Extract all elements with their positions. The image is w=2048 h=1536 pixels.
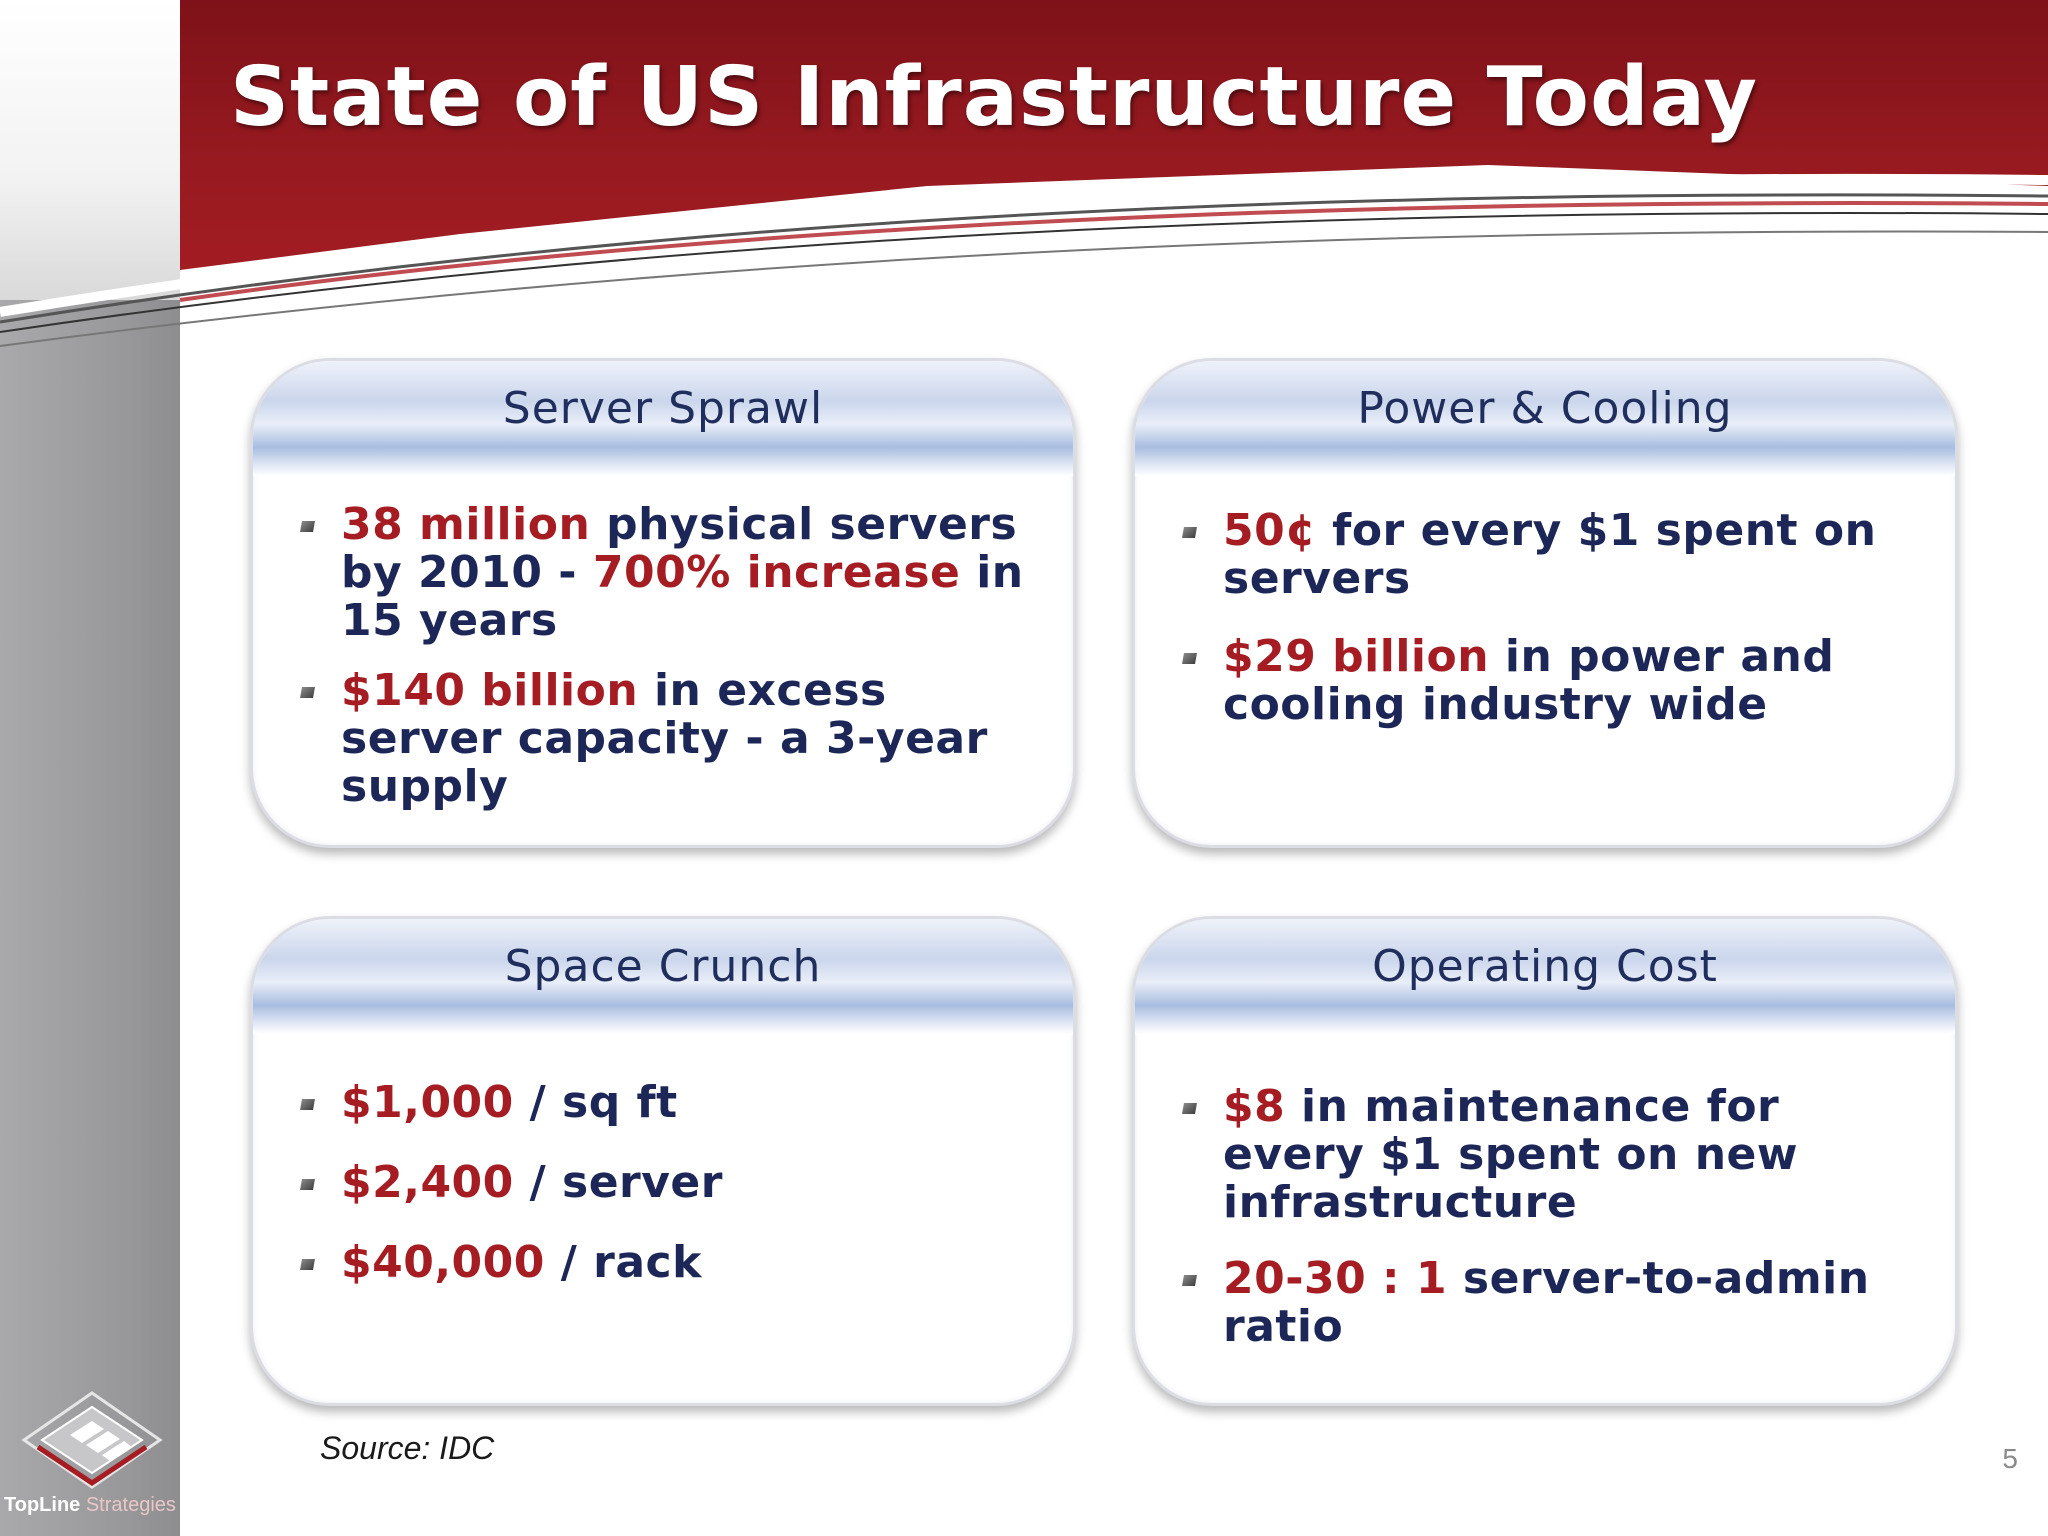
card-operating-cost: Operating Cost $8 in maintenance for eve… xyxy=(1132,916,1958,1406)
bullet-icon xyxy=(300,687,315,698)
highlight-text: $140 billion xyxy=(341,665,639,716)
card-power-cooling: Power & Cooling 50¢ for every $1 spent o… xyxy=(1132,358,1958,848)
bullet-list: 38 million physical servers by 2010 - 70… xyxy=(300,499,1043,812)
bullet-icon xyxy=(300,521,315,532)
body-text: / server xyxy=(513,1157,723,1208)
card-title: Space Crunch xyxy=(504,941,822,992)
logo-wordmark: TopLine Strategies xyxy=(4,1494,176,1517)
bullet-list: 50¢ for every $1 spent on servers $29 bi… xyxy=(1182,505,1925,730)
body-text: in power and cooling industry wide xyxy=(1223,631,1835,730)
highlight-text: 50¢ xyxy=(1223,505,1317,556)
list-item: $2,400 / server xyxy=(300,1157,1043,1208)
body-text: in 15 years xyxy=(341,547,1024,646)
list-item: $29 billion in power and cooling industr… xyxy=(1182,631,1925,730)
highlight-text: $1,000 xyxy=(341,1077,514,1128)
logo-wordmark-bold: TopLine xyxy=(4,1494,81,1516)
card-title: Power & Cooling xyxy=(1357,383,1733,434)
list-item: $1,000 / sq ft xyxy=(300,1077,1043,1128)
body-text: physical servers by 2010 - xyxy=(341,499,1018,598)
body-text: in maintenance for every $1 spent on new… xyxy=(1223,1081,1799,1228)
card-title: Server Sprawl xyxy=(502,383,824,434)
highlight-text: $8 xyxy=(1223,1081,1286,1132)
source-citation: Source: IDC xyxy=(320,1430,495,1466)
bullet-icon xyxy=(1182,653,1197,664)
bullet-icon xyxy=(300,1259,315,1270)
highlight-text: 700% increase xyxy=(592,547,961,598)
list-item: 20-30 : 1 server-to-admin ratio xyxy=(1182,1253,1925,1352)
list-item: $140 billion in excess server capacity -… xyxy=(300,665,1043,812)
card-space-crunch: Space Crunch $1,000 / sq ft $2,400 / ser… xyxy=(250,916,1076,1406)
card-header xyxy=(253,361,1073,476)
highlight-text: 20-30 : 1 xyxy=(1223,1253,1448,1304)
body-text: server-to-admin ratio xyxy=(1223,1253,1870,1352)
left-sidebar-top-fade xyxy=(0,0,180,300)
body-text: / sq ft xyxy=(513,1077,678,1128)
topline-logo-icon xyxy=(21,1391,163,1489)
bullet-icon xyxy=(1182,1103,1197,1114)
card-header xyxy=(1135,919,1955,1034)
bullet-icon xyxy=(300,1179,315,1190)
bullet-list: $8 in maintenance for every $1 spent on … xyxy=(1182,1081,1925,1352)
body-text: / rack xyxy=(544,1237,702,1288)
highlight-text: $40,000 xyxy=(341,1237,545,1288)
header-swoosh-lines xyxy=(0,173,2048,347)
list-item: 38 million physical servers by 2010 - 70… xyxy=(300,499,1043,646)
list-item: $8 in maintenance for every $1 spent on … xyxy=(1182,1081,1925,1228)
card-server-sprawl: Server Sprawl 38 million physical server… xyxy=(250,358,1076,848)
card-header xyxy=(253,919,1073,1034)
card-title: Operating Cost xyxy=(1372,941,1718,992)
highlight-text: $29 billion xyxy=(1223,631,1490,682)
list-item: 50¢ for every $1 spent on servers xyxy=(1182,505,1925,604)
highlight-text: $2,400 xyxy=(341,1157,514,1208)
bullet-icon xyxy=(300,1099,315,1110)
logo-wordmark-rest: Strategies xyxy=(80,1494,176,1516)
page-number: 5 xyxy=(2002,1443,2018,1474)
bullet-icon xyxy=(1182,527,1197,538)
bullet-list: $1,000 / sq ft $2,400 / server $40,000 /… xyxy=(300,1077,1043,1288)
body-text: for every $1 spent on servers xyxy=(1223,505,1877,604)
card-header xyxy=(1135,361,1955,476)
bullet-icon xyxy=(1182,1275,1197,1286)
highlight-text: 38 million xyxy=(341,499,591,550)
list-item: $40,000 / rack xyxy=(300,1237,1043,1288)
slide-title: State of US Infrastructure Today xyxy=(230,50,1758,145)
body-text: in excess server capacity - a 3-year sup… xyxy=(341,665,988,812)
